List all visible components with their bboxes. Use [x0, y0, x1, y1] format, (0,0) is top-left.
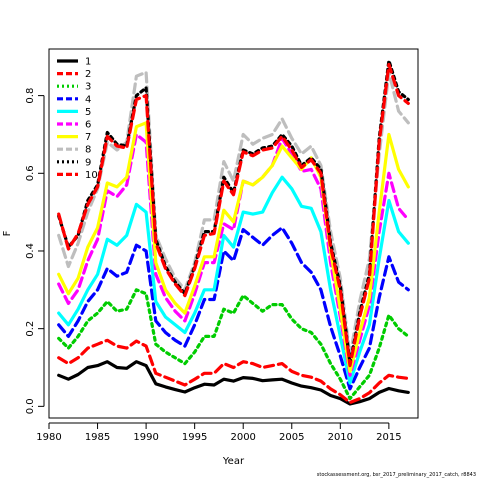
- x-tick-label: 2000: [230, 432, 255, 443]
- x-tick-label: 2005: [279, 432, 304, 443]
- series-line-9: [57, 59, 410, 366]
- x-tick-label: 1990: [133, 432, 158, 443]
- series-line-7: [57, 121, 410, 373]
- series-line-6: [57, 132, 410, 377]
- series-line-4: [57, 226, 410, 391]
- y-axis: 0.0 0.2 0.4 0.6 0.8: [25, 88, 45, 414]
- series-line-10: [57, 62, 410, 368]
- y-tick-label: 0.0: [25, 398, 36, 414]
- series-line-5: [57, 175, 410, 385]
- x-tick-label: 1980: [36, 432, 61, 443]
- plot-lines: [57, 59, 410, 406]
- y-tick-label: 0.4: [25, 243, 36, 259]
- legend-label-8: 8: [85, 145, 91, 156]
- legend-label-5: 5: [85, 107, 91, 118]
- x-tick-label: 1985: [85, 432, 110, 443]
- credit-text: stockassessment.org, bsr_2017_preliminar…: [316, 472, 476, 478]
- y-tick-label: 0.2: [25, 321, 36, 337]
- series-line-2: [57, 338, 410, 405]
- x-axis: 1980 1985 1990 1995 2000 2005 2010 2015: [36, 422, 402, 443]
- x-tick-label: 2015: [376, 432, 401, 443]
- series-line-3: [57, 288, 410, 401]
- series-line-1: [57, 360, 410, 406]
- x-axis-title: Year: [222, 456, 245, 467]
- legend-label-10: 10: [85, 170, 98, 181]
- plot-frame: [48, 48, 419, 419]
- x-tick-label: 2010: [328, 432, 353, 443]
- legend-label-4: 4: [85, 94, 91, 105]
- legend-label-2: 2: [85, 69, 91, 80]
- legend: 12 34 5 67 89 10: [57, 57, 98, 181]
- y-tick-label: 0.8: [25, 88, 36, 104]
- legend-label-7: 7: [85, 132, 91, 143]
- legend-label-6: 6: [85, 120, 91, 131]
- x-tick-label: 1995: [182, 432, 207, 443]
- legend-label-1: 1: [85, 57, 91, 68]
- legend-label-3: 3: [85, 82, 91, 93]
- y-axis-title: F: [2, 230, 13, 236]
- y-tick-label: 0.6: [25, 165, 36, 181]
- legend-label-9: 9: [85, 157, 91, 168]
